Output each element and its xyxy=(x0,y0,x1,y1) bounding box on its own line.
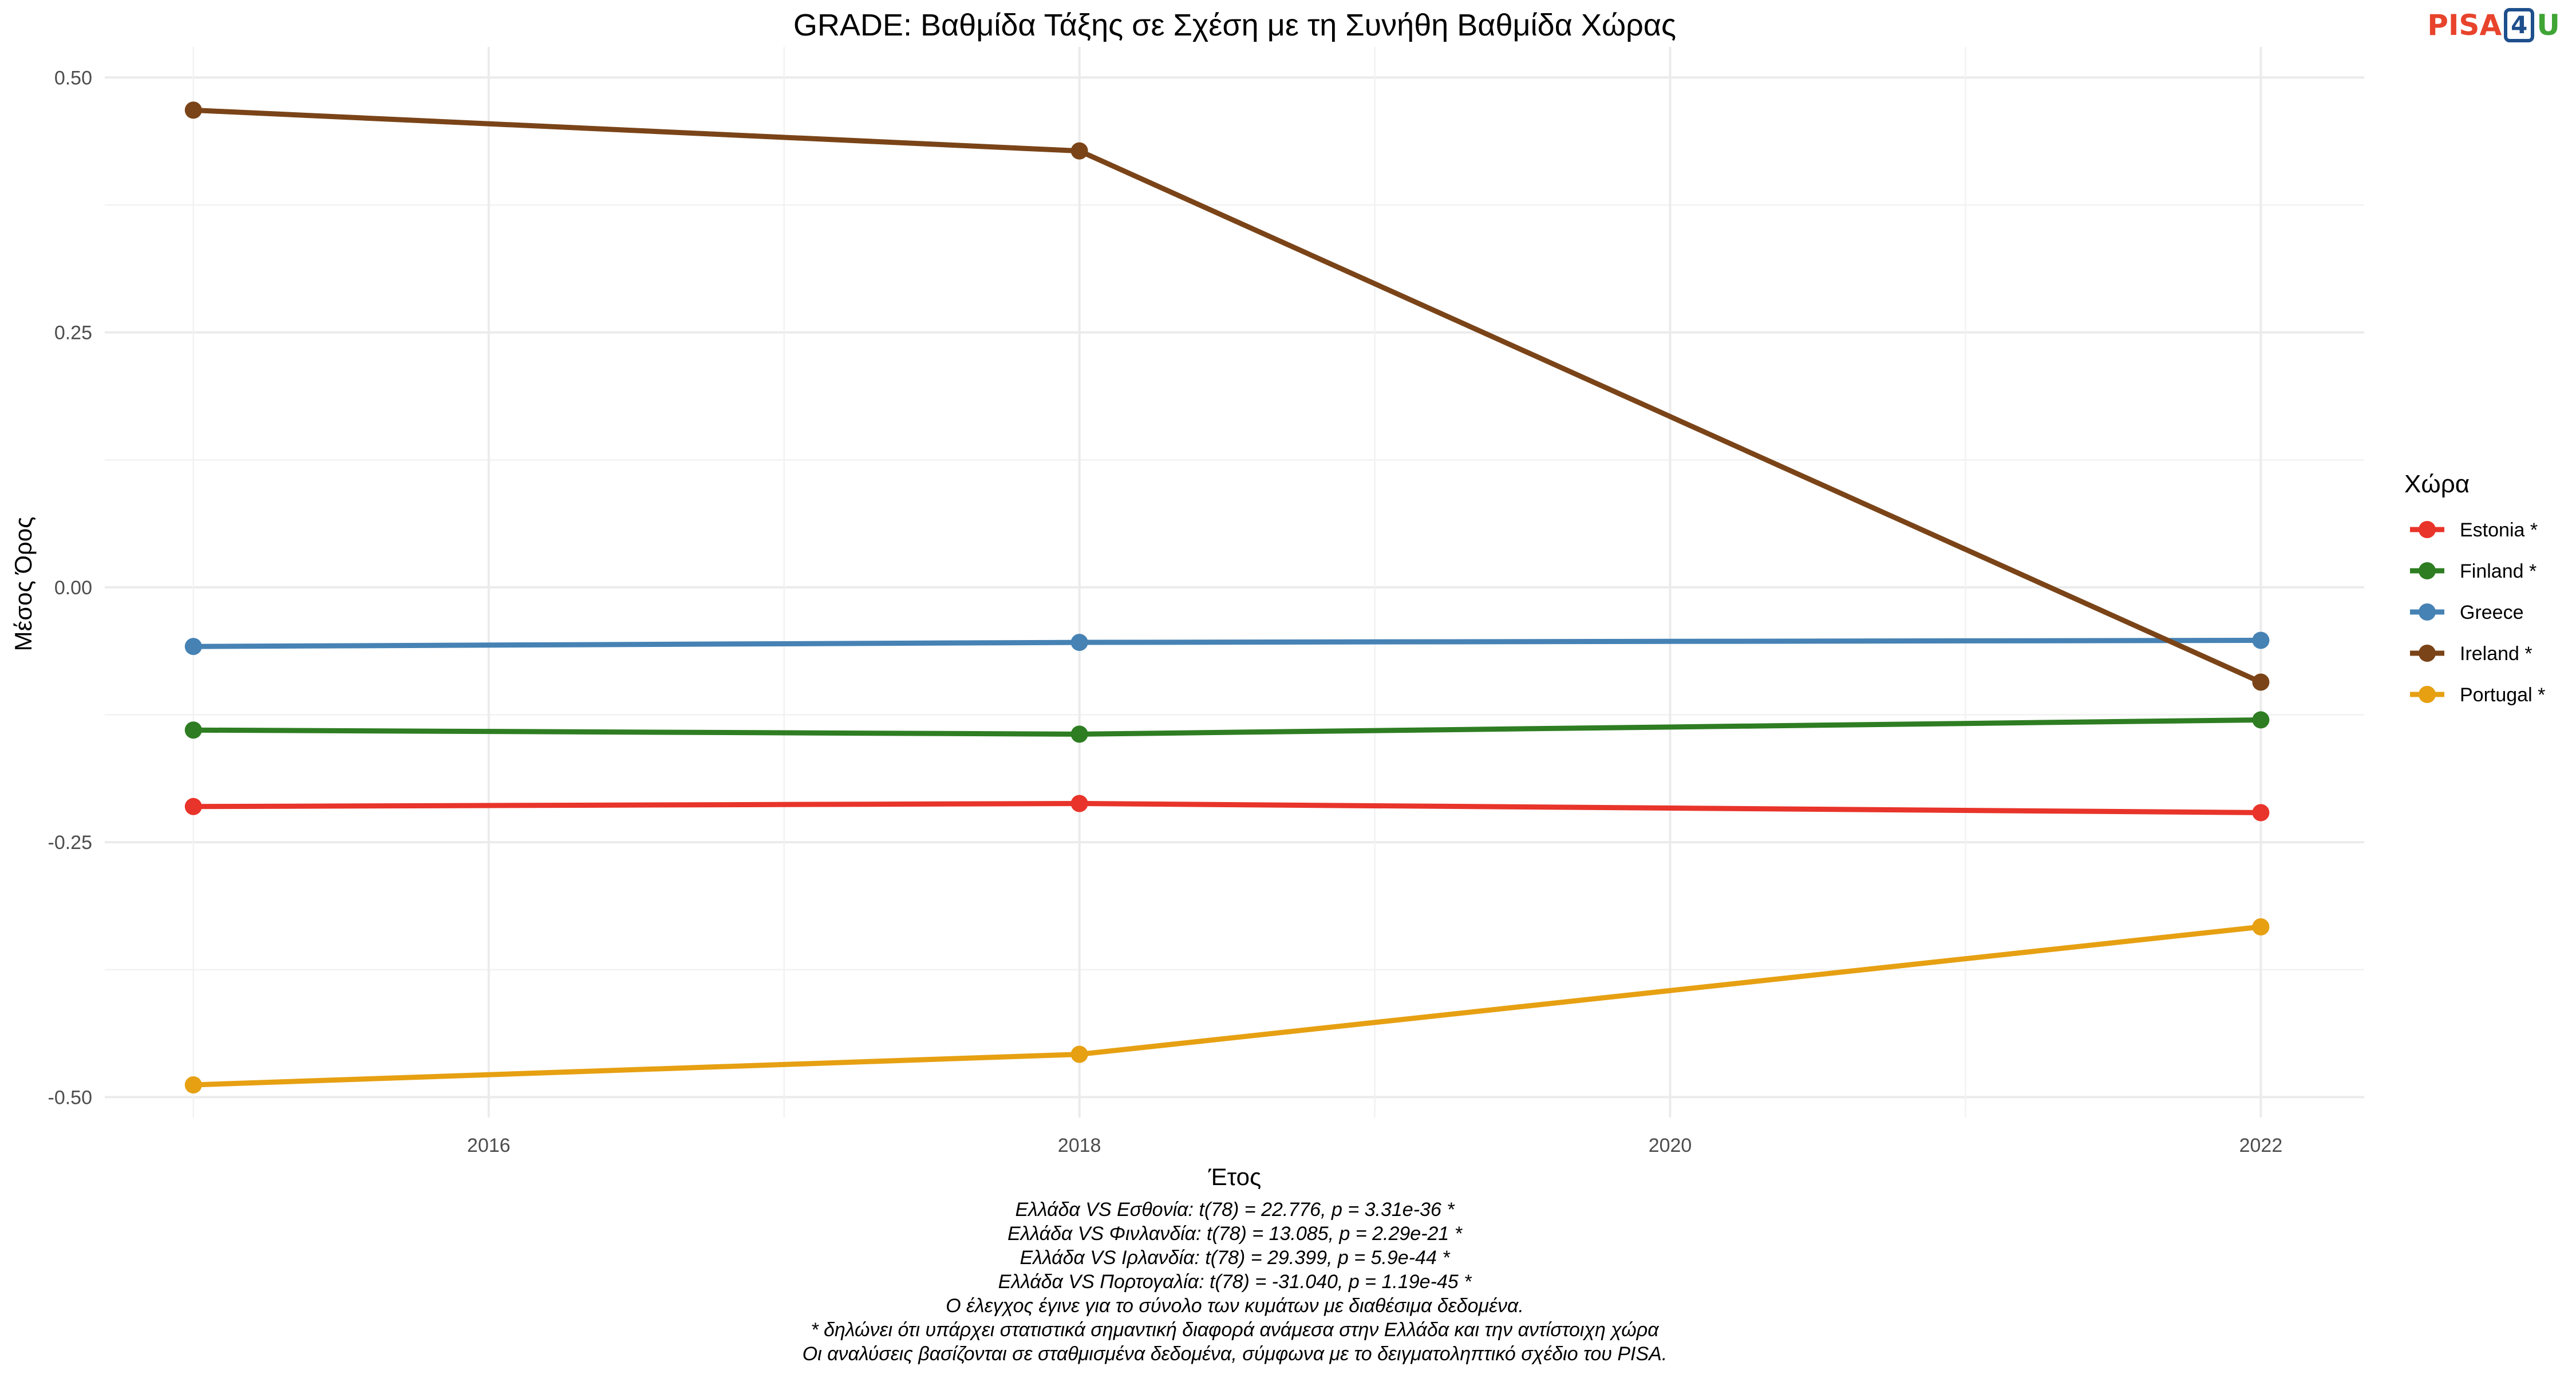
series-line xyxy=(193,717,2261,737)
legend-key-point xyxy=(2419,686,2436,703)
data-point xyxy=(2252,631,2270,649)
note-line: Οι αναλύσεις βασίζονται σε σταθμισμένα δ… xyxy=(803,1343,1668,1365)
grid xyxy=(105,47,2364,1118)
y-tick-label: 0.25 xyxy=(54,322,92,344)
x-tick-label: 2022 xyxy=(2239,1135,2283,1156)
data-point xyxy=(2252,673,2270,691)
data-point xyxy=(1070,725,1088,743)
data-point xyxy=(184,1076,202,1094)
pisa4u-logo: PISA 4 U xyxy=(2427,8,2560,42)
legend-key-point xyxy=(2419,603,2436,621)
x-axis-title: Έτος xyxy=(1208,1163,1262,1190)
logo-text-u: U xyxy=(2537,9,2560,42)
x-tick-label: 2018 xyxy=(1058,1135,1101,1156)
note-line: Ελλάδα VS Πορτογαλία: t(78) = -31.040, p… xyxy=(998,1271,1473,1293)
statistical-notes: Ελλάδα VS Εσθονία: t(78) = 22.776, p = 3… xyxy=(803,1199,1668,1365)
data-point xyxy=(1070,1045,1088,1063)
note-line: Ελλάδα VS Εσθονία: t(78) = 22.776, p = 3… xyxy=(1015,1199,1455,1221)
y-tick-label: 0.50 xyxy=(54,67,92,89)
data-point xyxy=(184,101,202,119)
x-tick-label: 2016 xyxy=(467,1135,511,1156)
series-line xyxy=(193,800,2261,815)
series-line xyxy=(193,107,2262,685)
data-point xyxy=(1070,142,1088,160)
data-point xyxy=(1070,634,1088,652)
x-tick-label: 2020 xyxy=(1649,1135,1692,1156)
note-line: Ελλάδα VS Ιρλανδία: t(78) = 29.399, p = … xyxy=(1020,1247,1451,1269)
logo-text-4: 4 xyxy=(2504,8,2535,42)
chart-title: GRADE: Βαθμίδα Τάξης σε Σχέση με τη Συνή… xyxy=(793,8,1676,42)
data-point xyxy=(2252,711,2270,729)
y-tick-label: -0.25 xyxy=(48,832,93,854)
data-point xyxy=(184,638,202,656)
note-line: * δηλώνει ότι υπάρχει στατιστικά σημαντι… xyxy=(811,1319,1660,1341)
legend-label: Portugal * xyxy=(2460,684,2545,706)
series-lines xyxy=(184,101,2270,1094)
x-tick-labels: 2016 2018 2020 2022 xyxy=(467,1135,2282,1156)
y-axis-title: Μέσος Όρος xyxy=(10,517,37,652)
y-tick-label: -0.50 xyxy=(48,1087,93,1108)
legend-label: Greece xyxy=(2460,602,2524,623)
data-point xyxy=(1070,795,1088,812)
y-tick-labels: -0.50 -0.25 0.00 0.25 0.50 xyxy=(48,67,93,1108)
legend-title: Χώρα xyxy=(2404,470,2470,498)
logo-text-pisa: PISA xyxy=(2427,9,2502,42)
legend-key-point xyxy=(2419,521,2436,538)
y-tick-label: 0.00 xyxy=(54,577,92,599)
legend-key-point xyxy=(2419,645,2436,662)
data-point xyxy=(184,721,202,739)
series-line xyxy=(193,924,2261,1088)
legend-label: Estonia * xyxy=(2460,519,2538,541)
note-line: Ελλάδα VS Φινλανδία: t(78) = 13.085, p =… xyxy=(1008,1223,1463,1245)
legend: Χώρα Estonia * Finland * Greece Ireland * Po… xyxy=(2404,470,2545,706)
data-point xyxy=(184,797,202,815)
note-line: Ο έλεγχος έγινε για το σύνολο των κυμάτω… xyxy=(946,1295,1524,1317)
series-line xyxy=(193,638,2261,649)
legend-label: Finland * xyxy=(2460,560,2537,582)
data-point xyxy=(2252,804,2270,822)
legend-key-point xyxy=(2419,562,2436,579)
data-point xyxy=(2252,918,2270,935)
legend-label: Ireland * xyxy=(2460,643,2532,665)
